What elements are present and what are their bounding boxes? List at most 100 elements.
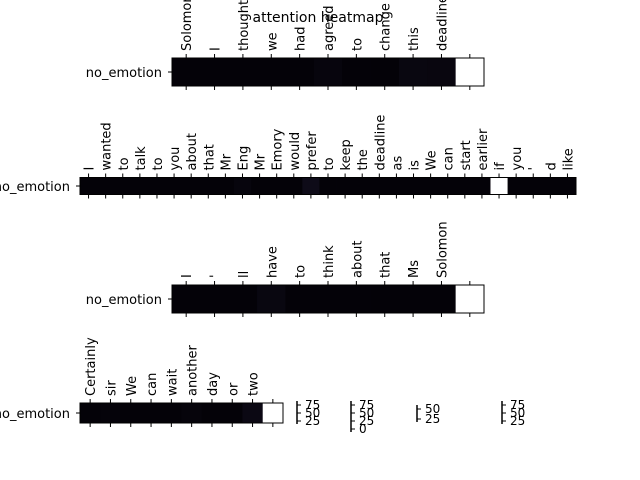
heatmap-cell — [319, 177, 337, 195]
heatmap-cell — [233, 177, 252, 195]
heatmap-cell — [490, 177, 508, 195]
token-label: ' — [527, 167, 542, 171]
token-label: Eng — [236, 146, 251, 171]
token-label: Solomon — [180, 0, 195, 51]
token-label: to — [117, 157, 132, 170]
heatmap-cell — [370, 285, 400, 313]
token-label: d — [544, 162, 559, 170]
token-label: had — [294, 27, 309, 51]
heatmap-cell — [455, 58, 485, 86]
token-label: I — [83, 167, 98, 171]
heatmap-cell — [342, 58, 371, 86]
token-label: Ms — [407, 260, 422, 278]
token-label: we — [265, 32, 280, 51]
token-label: wanted — [100, 122, 115, 170]
token-label: you — [168, 147, 183, 171]
colorbar-tick-label: 50 — [305, 406, 320, 420]
token-label: about — [350, 240, 365, 278]
heatmap-cell — [161, 403, 182, 423]
colorbar-tick-label: 50 — [510, 406, 525, 420]
chart-title: attention heatmap — [253, 10, 384, 26]
heatmap-cell — [140, 403, 162, 423]
token-label: wait — [165, 369, 180, 396]
token-label: change — [379, 3, 394, 51]
heatmap-cell — [541, 177, 560, 195]
heatmap-cell — [100, 403, 121, 423]
token-label: or — [226, 382, 241, 396]
colorbar-tick-label: 25 — [425, 412, 440, 426]
heatmap-cell — [342, 285, 371, 313]
heatmap-cell — [398, 285, 428, 313]
token-label: start — [459, 140, 474, 170]
token-label: to — [322, 157, 337, 170]
heatmap-cell — [404, 177, 423, 195]
heatmap-cell — [181, 403, 203, 423]
token-label: another — [186, 345, 201, 396]
colorbar-tick-label: 25 — [510, 414, 525, 428]
heatmap-panel-4: no_emotion Certainly sir We can wait another da… — [0, 337, 284, 427]
heatmap-cell — [242, 403, 264, 423]
heatmap-cell — [427, 285, 457, 313]
heatmap-cell — [353, 177, 372, 195]
token-label: Solomon — [435, 221, 450, 278]
token-label: ll — [237, 271, 252, 278]
token-label: keep — [339, 139, 354, 170]
heatmap-cell — [201, 403, 223, 423]
heatmap-cell — [268, 177, 286, 195]
heatmap-cell — [114, 177, 132, 195]
heatmap-cell — [148, 177, 166, 195]
token-label: about — [185, 133, 200, 171]
token-label: agreed — [322, 5, 337, 51]
colorbar-tick-label: 25 — [359, 414, 374, 428]
token-label: to — [350, 38, 365, 51]
heatmap-cell — [387, 177, 406, 195]
heatmap-cell — [398, 58, 428, 86]
heatmap-cell — [285, 285, 315, 313]
heatmap-cell — [473, 177, 491, 195]
token-label: sir — [104, 380, 119, 396]
heatmap-cell — [131, 177, 149, 195]
colorbar-tick-label: 0 — [359, 422, 367, 436]
token-label: this — [407, 27, 422, 51]
token-label: can — [145, 373, 160, 396]
token-label: We — [425, 150, 440, 170]
heatmap-cell — [313, 285, 343, 313]
heatmap-panel-3: no_emotion I ' ll have to think about that Ms Solo… — [86, 221, 485, 317]
heatmap-cell — [199, 177, 218, 195]
token-label: thought — [237, 0, 252, 51]
heatmap-cell — [285, 58, 315, 86]
heatmap-cell — [439, 177, 457, 195]
colorbar-tick-label: 75 — [305, 398, 320, 412]
colorbar-tick-label: 75 — [359, 398, 374, 412]
token-label: as — [390, 156, 405, 171]
heatmap-cell — [172, 58, 201, 86]
token-label: that — [202, 144, 217, 170]
token-label: can — [442, 147, 457, 170]
token-label: to — [294, 265, 309, 278]
heatmap-cell — [262, 403, 284, 423]
heatmap-cell — [302, 177, 320, 195]
heatmap-cell — [228, 285, 258, 313]
heatmap-cell — [80, 403, 101, 423]
heatmap-cell — [120, 403, 142, 423]
token-label: Mr — [219, 153, 234, 170]
colorbar-tick-label: 25 — [305, 414, 320, 428]
heatmap-cell — [216, 177, 235, 195]
token-label: We — [125, 376, 140, 396]
colorbar-tick-label: 50 — [359, 406, 374, 420]
token-label: talk — [134, 146, 149, 171]
heatmap-cell — [370, 177, 389, 195]
token-label: like — [561, 148, 576, 170]
token-label: that — [379, 252, 394, 278]
heatmap-cell — [251, 177, 269, 195]
heatmap-cell — [80, 177, 98, 195]
heatmap-cell — [285, 177, 303, 195]
heatmap-cell — [313, 58, 343, 86]
heatmap-cell — [97, 177, 115, 195]
